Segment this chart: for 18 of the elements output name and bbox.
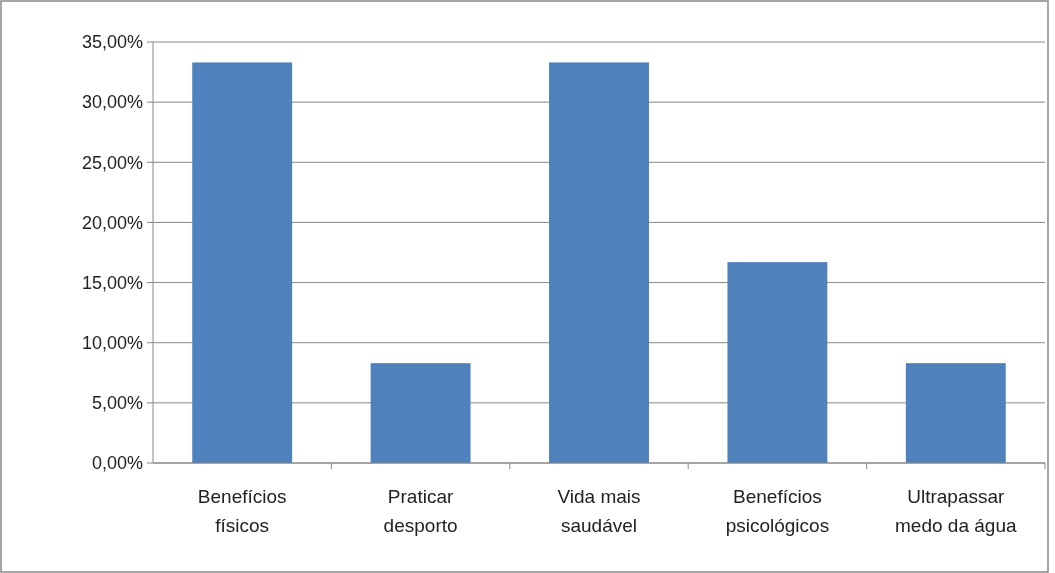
y-tick-label: 35,00% xyxy=(81,32,143,53)
y-tick-label: 25,00% xyxy=(81,152,143,173)
bar xyxy=(727,262,828,463)
x-tick-label: Benefícios físicos xyxy=(197,486,287,536)
y-tick-label: 5,00% xyxy=(91,393,143,414)
x-tick-label: Vida mais saudável xyxy=(557,486,641,536)
y-tick-label: 15,00% xyxy=(81,272,143,293)
x-tick-label: Benefícios psicológicos xyxy=(725,486,830,536)
bar xyxy=(905,363,1006,463)
x-tick-label: Praticar desporto xyxy=(383,486,458,536)
y-tick-label: 10,00% xyxy=(81,333,143,354)
bar xyxy=(192,62,293,463)
y-tick-label: 0,00% xyxy=(91,453,143,474)
y-tick-label: 30,00% xyxy=(81,92,143,113)
y-tick-label: 20,00% xyxy=(81,212,143,233)
bar xyxy=(370,363,471,463)
x-tick-label: Ultrapassar medo da água xyxy=(895,486,1017,536)
bar xyxy=(549,62,649,463)
